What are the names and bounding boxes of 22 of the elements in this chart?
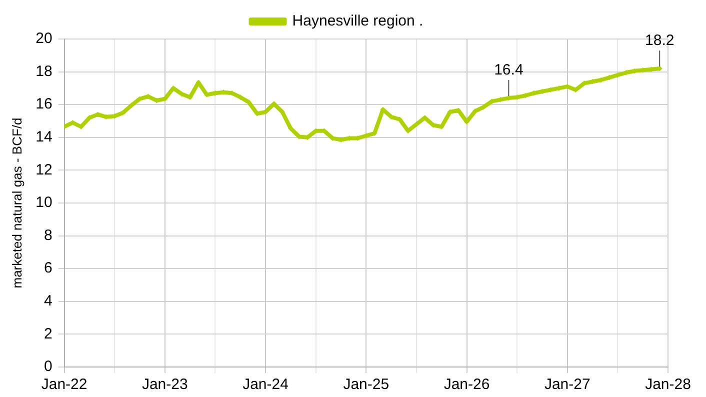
x-tick-label: Jan-25 — [343, 376, 390, 394]
y-tick-label: 14 — [36, 128, 52, 146]
y-tick-label: 8 — [44, 226, 52, 244]
x-tick-label: Jan-23 — [142, 376, 188, 394]
y-tick-label: 16 — [36, 96, 52, 113]
y-tick-label: 6 — [44, 260, 52, 277]
y-tick-label: 2 — [44, 325, 52, 342]
y-tick-label: 12 — [36, 161, 52, 178]
x-tick-label: Jan-24 — [242, 376, 288, 394]
x-tick-label: Jan-28 — [645, 376, 691, 394]
x-tick-label: Jan-22 — [41, 376, 88, 394]
annotation: 18.2 — [645, 32, 674, 50]
y-axis-title: marketed natural gas - BCF/d — [9, 118, 24, 288]
y-tick-label: 20 — [36, 30, 52, 48]
annotation: 16.4 — [494, 62, 524, 79]
y-tick-label: 10 — [36, 194, 52, 212]
legend-label: Haynesville region . — [292, 12, 424, 30]
y-tick-label: 0 — [44, 358, 52, 376]
y-tick-label: 18 — [36, 62, 52, 80]
x-tick-label: Jan-27 — [544, 376, 590, 394]
y-tick-label: 4 — [44, 292, 52, 310]
x-tick-label: Jan-26 — [444, 376, 490, 394]
